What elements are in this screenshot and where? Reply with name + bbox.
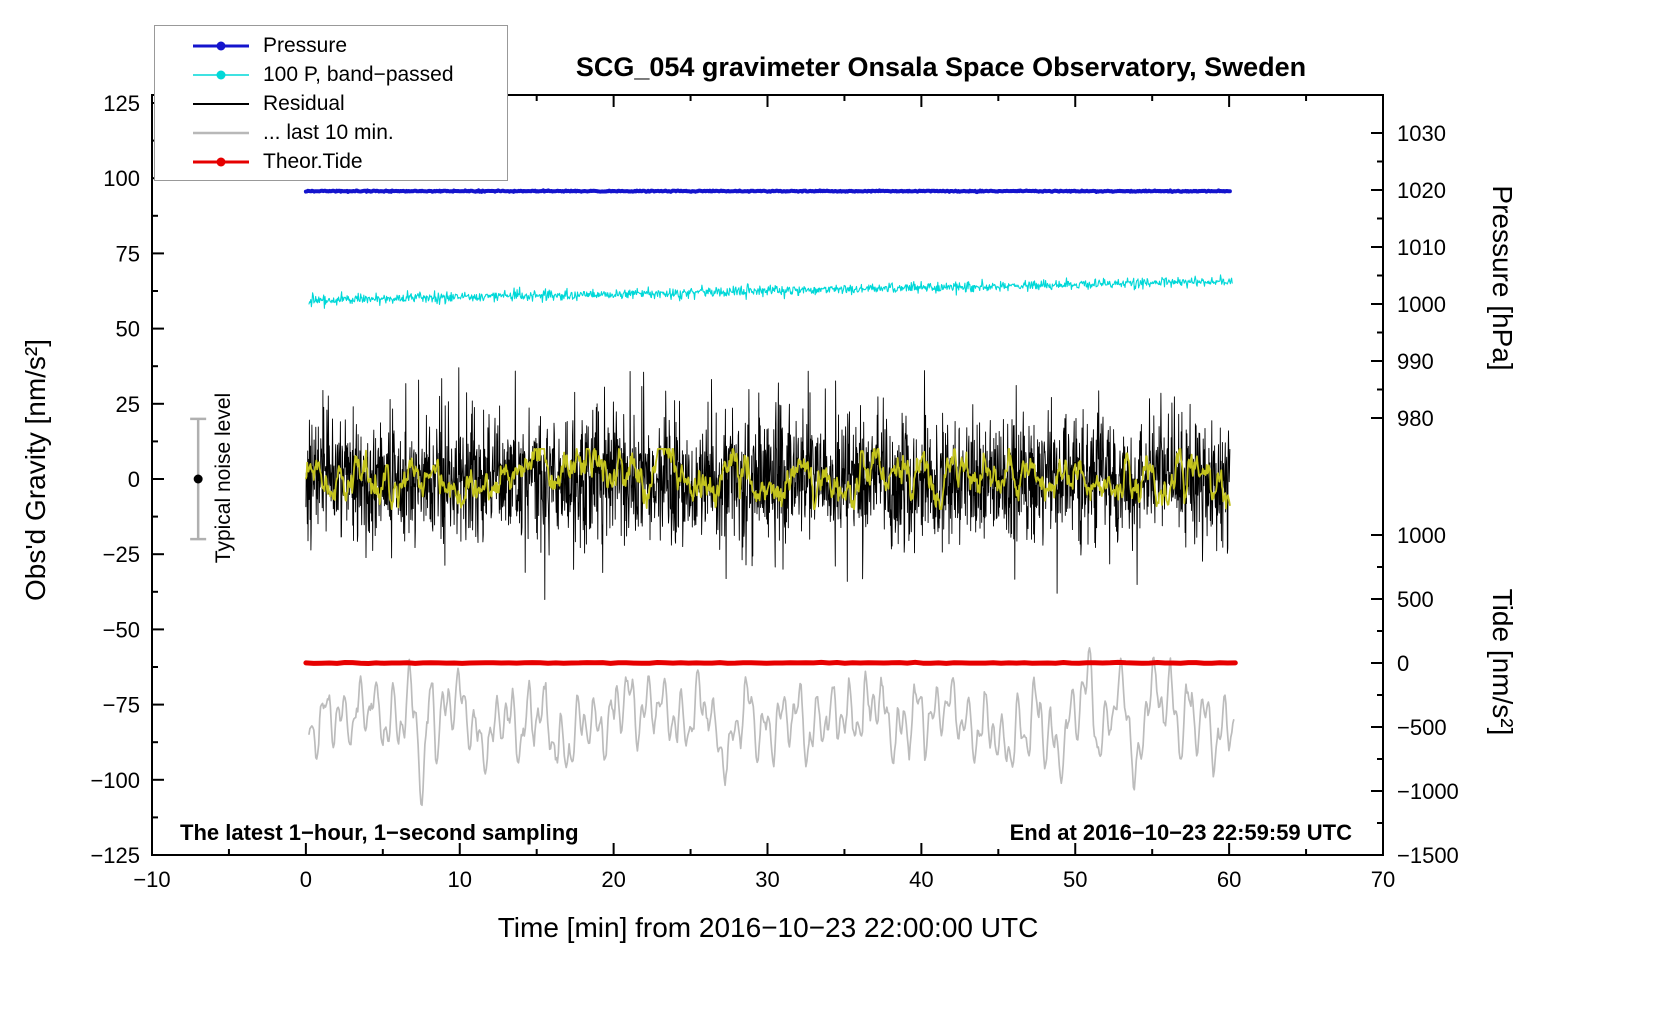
x-tick-label: 70 bbox=[1371, 867, 1395, 892]
series-last10min bbox=[308, 647, 1235, 807]
gravity-tick-label: 75 bbox=[116, 241, 140, 266]
legend-label: ... last 10 min. bbox=[263, 120, 394, 144]
pressure-tick-label: 1010 bbox=[1397, 235, 1446, 260]
tide-tick-label: −500 bbox=[1397, 715, 1447, 740]
gravity-tick-label: −50 bbox=[103, 617, 140, 642]
x-tick-label: 30 bbox=[755, 867, 779, 892]
series-bandpassed bbox=[308, 274, 1233, 309]
y-axis-label-gravity: Obs'd Gravity [nm/s²] bbox=[20, 338, 51, 602]
series-theor_tide bbox=[303, 659, 1238, 666]
x-tick-label: −10 bbox=[133, 867, 170, 892]
gravity-tick-label: 125 bbox=[103, 91, 140, 116]
legend-line-sample bbox=[193, 102, 249, 105]
gravity-tick-label: 100 bbox=[103, 166, 140, 191]
x-axis-label: Time [min] from 2016−10−23 22:00:00 UTC bbox=[497, 912, 1039, 943]
tide-tick-label: 500 bbox=[1397, 587, 1434, 612]
legend-line-sample bbox=[193, 157, 249, 166]
end-note: End at 2016−10−23 22:59:59 UTC bbox=[1009, 820, 1352, 845]
series-residual_smooth bbox=[304, 447, 1231, 511]
tide-tick-label: −1000 bbox=[1397, 779, 1459, 804]
gravity-tick-label: −75 bbox=[103, 693, 140, 718]
series-pressure bbox=[303, 188, 1232, 195]
pressure-tick-label: 990 bbox=[1397, 349, 1434, 374]
x-tick-label: 50 bbox=[1063, 867, 1087, 892]
noise-center-dot bbox=[193, 474, 203, 484]
legend-line-sample bbox=[193, 70, 249, 79]
pressure-tick-label: 1000 bbox=[1397, 292, 1446, 317]
x-tick-label: 60 bbox=[1217, 867, 1241, 892]
legend-label: Theor.Tide bbox=[263, 149, 363, 173]
x-tick-label: 20 bbox=[601, 867, 625, 892]
legend-item: Theor.Tide bbox=[155, 147, 507, 176]
gravity-tick-label: 50 bbox=[116, 317, 140, 342]
legend: Pressure 100 P, band−passed Residual ... la… bbox=[154, 25, 508, 181]
gravity-tick-label: −25 bbox=[103, 542, 140, 567]
noise-level-label: Typical noise level bbox=[212, 392, 235, 564]
tick-labels: −10 0 10 20 30 40 50 60 701251007550250−25−50−75… bbox=[90, 91, 1458, 892]
gravity-tick-label: 25 bbox=[116, 392, 140, 417]
legend-label: Residual bbox=[263, 91, 345, 115]
page-title: SCG_054 gravimeter Onsala Space Observat… bbox=[575, 52, 1307, 82]
y-axis-label-tide: Tide [nm/s²] bbox=[1487, 588, 1518, 736]
x-tick-label: 10 bbox=[448, 867, 472, 892]
legend-label: 100 P, band−passed bbox=[263, 62, 454, 86]
pressure-tick-label: 1030 bbox=[1397, 121, 1446, 146]
tide-tick-label: −1500 bbox=[1397, 843, 1459, 868]
legend-item: 100 P, band−passed bbox=[155, 60, 507, 89]
tide-tick-label: 0 bbox=[1397, 651, 1409, 676]
legend-line-sample bbox=[193, 131, 249, 134]
series-residual bbox=[305, 367, 1231, 600]
sampling-note: The latest 1−hour, 1−second sampling bbox=[180, 820, 579, 845]
legend-item: Pressure bbox=[155, 31, 507, 60]
pressure-tick-label: 980 bbox=[1397, 406, 1434, 431]
x-tick-label: 0 bbox=[300, 867, 312, 892]
gravity-tick-label: 0 bbox=[128, 467, 140, 492]
gravity-tick-label: −125 bbox=[90, 843, 140, 868]
legend-marker-dot bbox=[216, 157, 226, 166]
legend-line-sample bbox=[193, 41, 249, 50]
legend-marker-dot bbox=[216, 70, 226, 79]
tide-tick-label: 1000 bbox=[1397, 523, 1446, 548]
legend-item: Residual bbox=[155, 89, 507, 118]
gravity-tick-label: −100 bbox=[90, 768, 140, 793]
pressure-tick-label: 1020 bbox=[1397, 178, 1446, 203]
legend-item: ... last 10 min. bbox=[155, 118, 507, 147]
y-axis-label-pressure: Pressure [hPa] bbox=[1487, 185, 1518, 371]
legend-label: Pressure bbox=[263, 33, 348, 57]
x-tick-label: 40 bbox=[909, 867, 933, 892]
plot-series-layer bbox=[303, 188, 1238, 807]
legend-marker-dot bbox=[216, 41, 226, 50]
